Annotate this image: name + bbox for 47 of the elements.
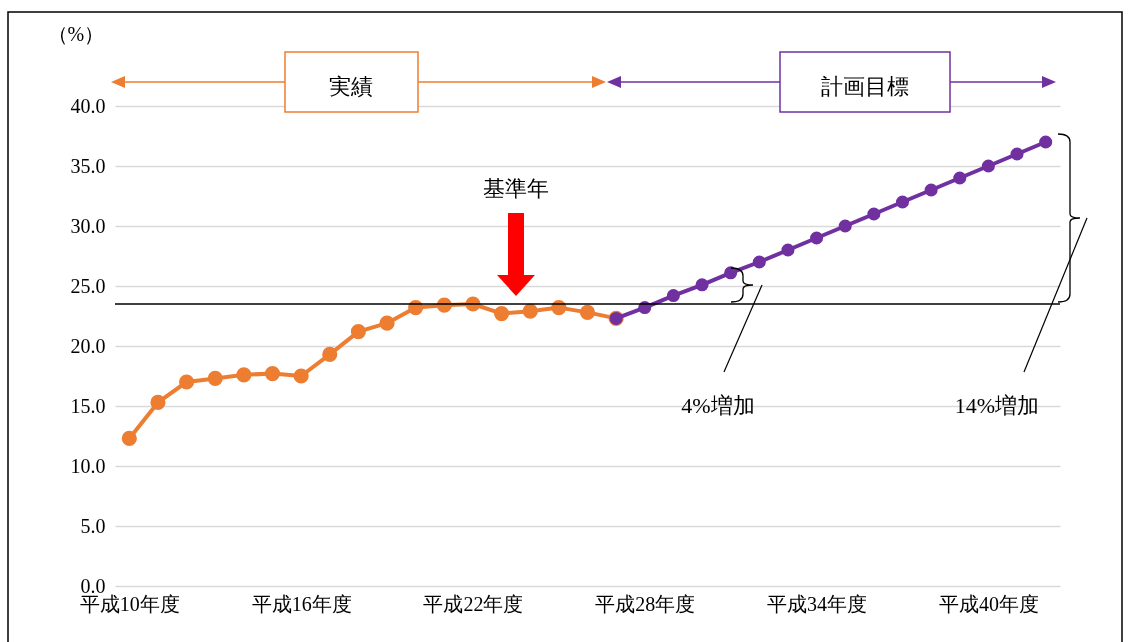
point — [666, 289, 680, 303]
point — [781, 243, 795, 257]
text: 計画目標 — [821, 74, 909, 99]
x-tick-label: 平成22年度 — [423, 592, 524, 615]
annotation: 4%増加 — [681, 393, 755, 418]
text: 実績 — [329, 74, 373, 99]
point — [867, 207, 881, 221]
point — [1010, 147, 1024, 161]
point — [838, 219, 852, 233]
annotation: 14%増加 — [954, 393, 1040, 418]
x-tick-label: 平成34年度 — [767, 592, 868, 615]
x-tick-label: 平成28年度 — [595, 592, 696, 615]
point — [895, 195, 910, 209]
point — [752, 255, 766, 269]
y-tick-label: 25.0 — [70, 274, 106, 297]
point — [924, 183, 938, 197]
point — [179, 374, 195, 390]
y-tick-label: 5.0 — [80, 514, 106, 537]
point — [981, 159, 995, 173]
x-tick-label: 平成40年度 — [938, 592, 1039, 615]
point — [322, 346, 338, 362]
y-tick-label: 40.0 — [70, 94, 106, 117]
point — [379, 315, 395, 331]
point — [121, 430, 137, 446]
point — [264, 366, 281, 382]
point — [207, 370, 223, 386]
point — [724, 266, 738, 280]
point — [953, 171, 967, 185]
point — [695, 278, 709, 292]
point — [494, 306, 510, 322]
point — [522, 303, 538, 319]
y-tick-label: 10.0 — [70, 454, 106, 477]
x-tick-label: 平成16年度 — [251, 592, 352, 615]
annotation: 基準年 — [483, 176, 549, 201]
point — [350, 324, 366, 340]
point — [236, 367, 252, 383]
point — [293, 368, 309, 384]
point — [150, 394, 166, 410]
y-tick-label: 30.0 — [70, 214, 106, 237]
point — [1039, 135, 1053, 149]
y-tick-label: 35.0 — [70, 154, 106, 177]
y-tick-label: 15.0 — [70, 394, 106, 417]
point — [579, 304, 596, 320]
x-tick-label: 平成10年度 — [79, 592, 180, 615]
y-tick-label: 20.0 — [70, 334, 106, 357]
point — [810, 231, 824, 245]
y-axis-title: （%） — [47, 22, 105, 45]
